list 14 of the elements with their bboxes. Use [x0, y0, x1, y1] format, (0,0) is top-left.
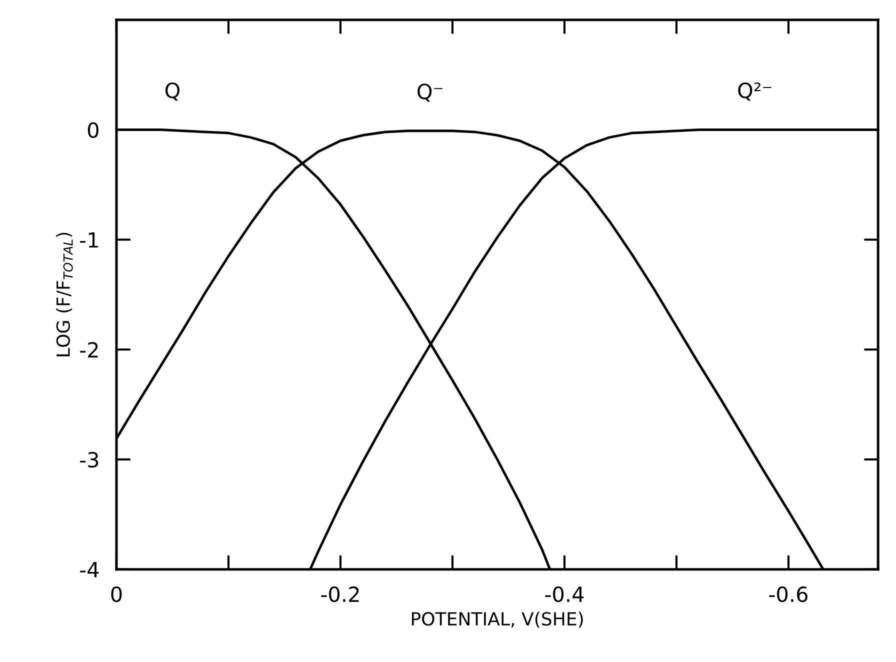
y-tick-label: 0 [88, 122, 98, 138]
series-label: Q [165, 82, 180, 101]
series-label: Q²⁻ [738, 82, 772, 101]
x-tick-label: 0 [111, 586, 122, 602]
series-label: Q⁻ [418, 84, 442, 102]
y-axis-title: LOG (F/F$_{TOTAL}$) [56, 232, 73, 356]
y-tick-label: -3 [80, 452, 98, 468]
y-tick-label: -4 [80, 562, 99, 578]
x-tick-label: -0.6 [769, 586, 808, 602]
y-tick-label: -1 [80, 232, 98, 248]
x-tick-label: -0.2 [321, 586, 359, 602]
x-tick-label: -0.4 [545, 586, 584, 602]
x-axis-title: POTENTIAL, V(SHE) [412, 612, 583, 628]
y-tick-label: -2 [80, 342, 98, 358]
